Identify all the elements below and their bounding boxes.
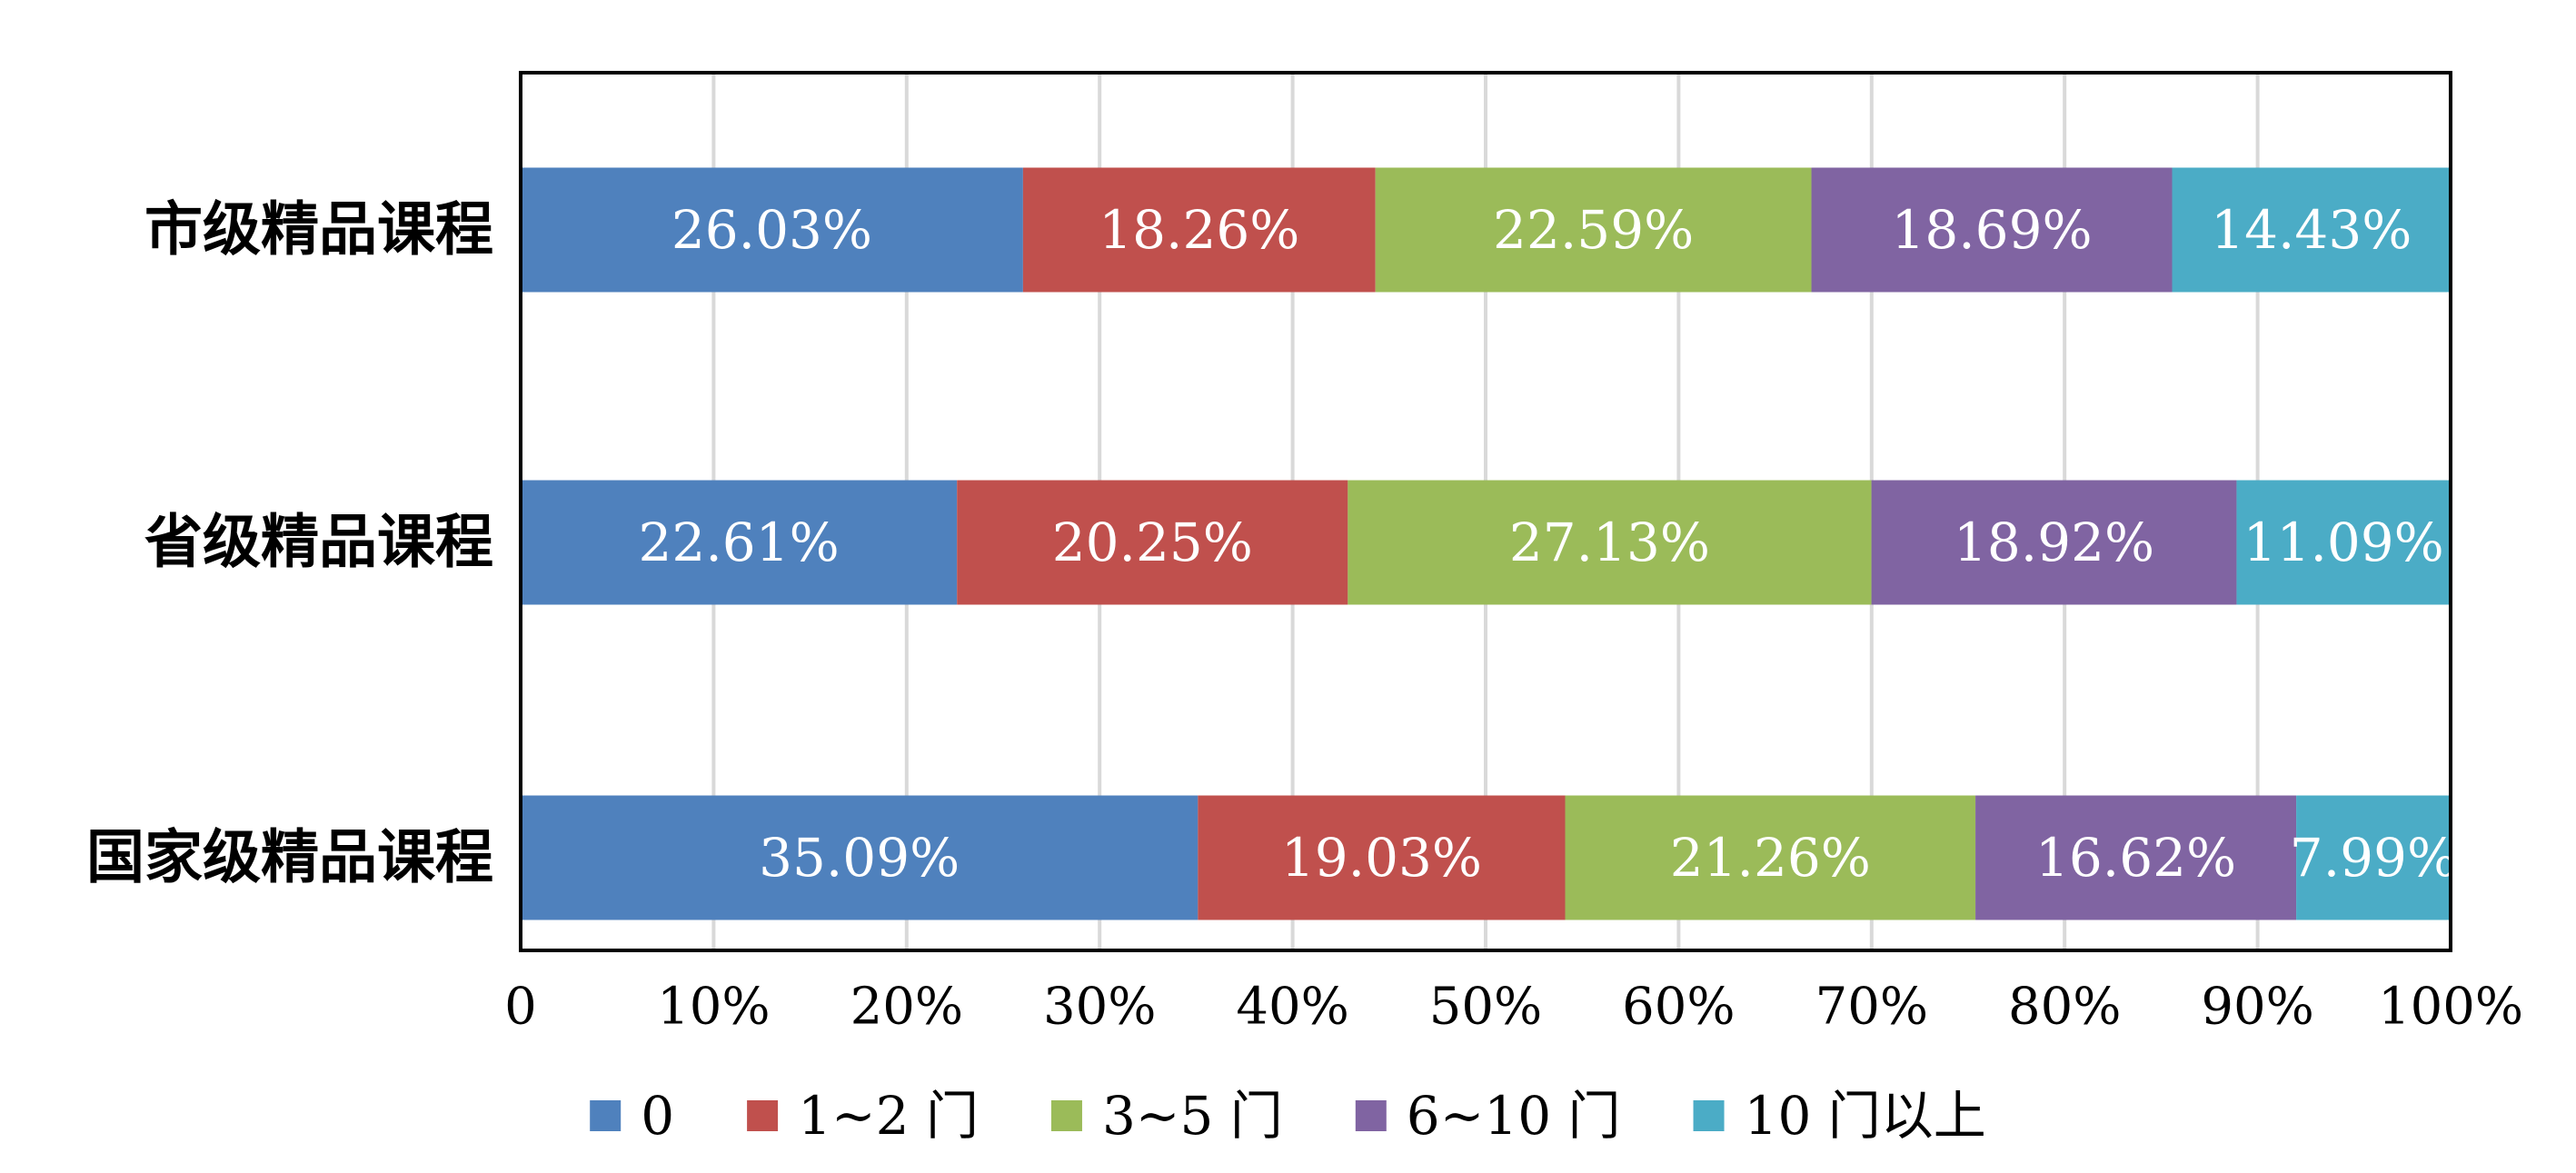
data-label: 27.13% [1509, 512, 1710, 573]
bar-segment [1871, 480, 2237, 605]
x-tick-label: 80% [2008, 978, 2121, 1037]
data-label: 21.26% [1670, 827, 1871, 889]
legend-item: 3~5 门 [1050, 1085, 1283, 1147]
data-label: 18.92% [1954, 512, 2154, 573]
bar-segment [1198, 795, 1566, 920]
x-tick-label: 30% [1043, 978, 1156, 1037]
bars: 26.03% 18.26% 22.59% 18.69% 14.43% 22.61% 20.2… [521, 167, 2457, 920]
bar-segment [1975, 795, 2297, 920]
legend-label: 0 [641, 1085, 674, 1147]
legend-item: 10 门以上 [1693, 1085, 1986, 1147]
legend-label: 3~5 门 [1102, 1085, 1283, 1147]
legend-item: 1~2 门 [747, 1085, 979, 1147]
bar-segment [1022, 167, 1376, 293]
bar-segment [2296, 795, 2451, 920]
legend-swatch [1693, 1100, 1725, 1131]
legend-swatch [1050, 1100, 1082, 1131]
data-label: 26.03% [671, 199, 872, 261]
data-label: 20.25% [1052, 512, 1253, 573]
legend-label: 10 门以上 [1745, 1085, 1986, 1147]
bar-segment [1811, 167, 2173, 293]
x-tick-label: 100% [2378, 978, 2523, 1037]
legend-label: 6~10 门 [1407, 1085, 1621, 1147]
data-label: 19.03% [1281, 827, 1482, 889]
data-label: 18.69% [1891, 199, 2092, 261]
category-label: 市级精品课程 [144, 196, 493, 264]
plot-border [519, 71, 2452, 952]
x-tick-label: 50% [1429, 978, 1542, 1037]
bar-segment [1565, 795, 1976, 920]
legend-swatch [590, 1100, 622, 1131]
bar-segment [521, 167, 1023, 293]
data-label: 18.26% [1099, 199, 1299, 261]
category-label: 国家级精品课程 [86, 824, 493, 892]
x-tick-label: 60% [1622, 978, 1735, 1037]
category-label: 省级精品课程 [144, 509, 493, 577]
bar-segment [957, 480, 1348, 605]
x-tick-label: 90% [2201, 978, 2313, 1037]
legend-swatch [1355, 1100, 1387, 1131]
bar-segment [521, 480, 958, 605]
data-label: 11.09% [2243, 512, 2444, 573]
legend-item: 6~10 门 [1355, 1085, 1621, 1147]
data-label: 14.43% [2211, 199, 2412, 261]
data-label: 7.99% [2290, 827, 2457, 889]
x-tick-label: 20% [850, 978, 963, 1037]
data-label: 35.09% [759, 827, 960, 889]
data-label: 22.61% [639, 512, 840, 573]
bar-segment [1375, 167, 1812, 293]
legend-item: 0 [590, 1085, 674, 1147]
plot-frame [519, 71, 2452, 952]
bar-segment [2236, 480, 2451, 605]
data-label: 16.62% [2035, 827, 2236, 889]
legend-label: 1~2 门 [798, 1085, 979, 1147]
x-tick-labels: 0 10% 20% 30% 40% 50% 60% 70% 80% 90% 100% [504, 978, 2523, 1037]
bar-segment [1348, 480, 1872, 605]
x-tick-label: 70% [1815, 978, 1928, 1037]
x-tick-label: 10% [657, 978, 770, 1037]
legend-swatch [747, 1100, 779, 1131]
bar-segment [521, 795, 1198, 920]
data-label: 22.59% [1493, 199, 1694, 261]
legend: 0 1~2 门 3~5 门 6~10 门 10 门以上 [590, 1085, 1986, 1147]
x-tick-label: 0 [504, 978, 537, 1037]
x-tick-label: 40% [1236, 978, 1348, 1037]
bar-segment [2172, 167, 2451, 293]
